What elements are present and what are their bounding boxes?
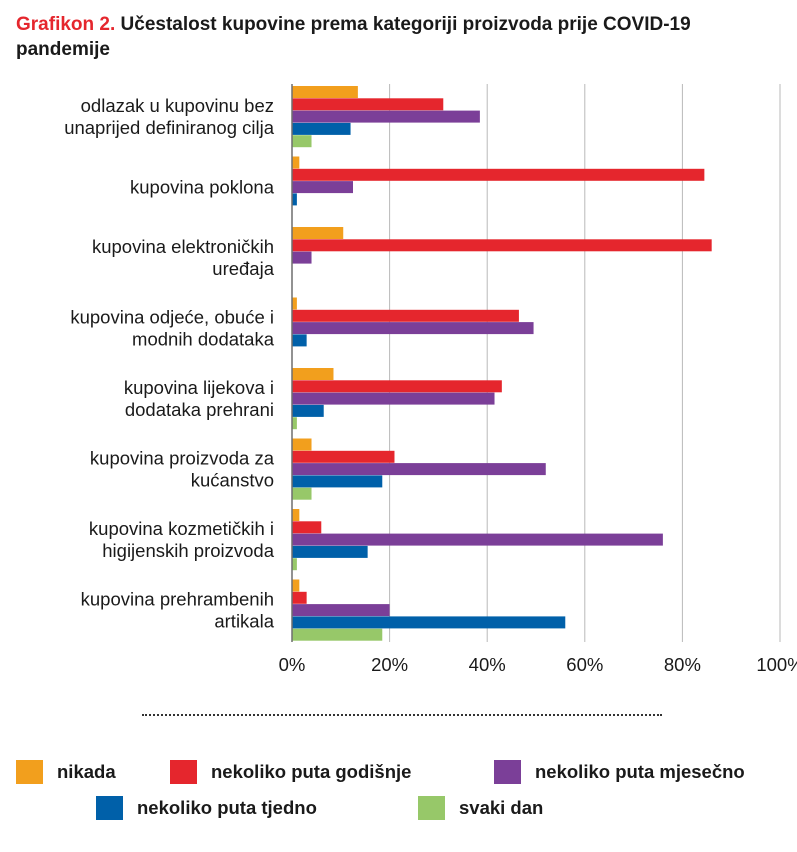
bar	[292, 239, 712, 252]
bar	[292, 521, 322, 534]
legend-divider	[142, 714, 662, 716]
legend-swatch	[494, 760, 521, 784]
legend-swatch	[96, 796, 123, 820]
chart-title-text: Učestalost kupovine prema kategoriji pro…	[16, 14, 691, 60]
bar	[292, 404, 324, 417]
category-label: dodataka prehrani	[125, 399, 274, 420]
category-label: kućanstvo	[191, 470, 274, 491]
bar	[292, 334, 307, 347]
bar	[292, 628, 383, 641]
bar	[292, 156, 300, 169]
legend-item: nikada	[16, 760, 116, 784]
bar	[292, 533, 663, 546]
category-label: kupovina elektroničkih	[92, 236, 274, 257]
bar	[292, 616, 566, 629]
bar	[292, 380, 502, 393]
bar	[292, 86, 358, 98]
bar	[292, 227, 344, 239]
bar	[292, 487, 312, 500]
legend-item: nekoliko puta tjedno	[96, 796, 317, 820]
bar	[292, 110, 480, 123]
category-label: higijenskih proizvoda	[102, 540, 274, 561]
chart-title-prefix: Grafikon 2.	[16, 14, 116, 35]
category-label: kupovina prehrambenih	[81, 589, 274, 610]
category-label: unaprijed definiranog cilja	[64, 117, 275, 138]
legend-swatch	[16, 760, 43, 784]
x-tick-label: 0%	[279, 654, 306, 675]
x-tick-label: 100%	[756, 654, 797, 675]
category-label: kupovina odjeće, obuće i	[70, 307, 274, 328]
bar	[292, 463, 546, 476]
bar	[292, 438, 312, 451]
x-tick-label: 80%	[664, 654, 701, 675]
bar	[292, 558, 297, 571]
bar	[292, 297, 297, 310]
legend-swatch	[418, 796, 445, 820]
category-label: kupovina kozmetičkih i	[89, 518, 274, 539]
bar	[292, 168, 705, 181]
bar	[292, 251, 312, 264]
bar	[292, 392, 495, 405]
x-tick-label: 40%	[469, 654, 506, 675]
legend-label: nikada	[57, 761, 116, 782]
legend-label: nekoliko puta mjesečno	[535, 761, 745, 782]
bar	[292, 193, 297, 206]
legend-label: svaki dan	[459, 797, 544, 818]
legend-item: nekoliko puta mjesečno	[494, 760, 745, 784]
legend-swatch	[170, 760, 197, 784]
bar	[292, 98, 444, 111]
legend-item: svaki dan	[418, 796, 543, 820]
bar	[292, 322, 534, 335]
x-tick-label: 20%	[371, 654, 408, 675]
bar	[292, 417, 297, 430]
category-label: odlazak u kupovinu bez	[81, 95, 274, 116]
legend-label: nekoliko puta godišnje	[211, 761, 412, 782]
bar	[292, 579, 300, 592]
bar	[292, 309, 519, 322]
category-label: kupovina poklona	[130, 177, 275, 198]
chart-title: Grafikon 2. Učestalost kupovine prema ka…	[16, 12, 776, 62]
bar	[292, 545, 368, 558]
bar	[292, 475, 383, 488]
x-tick-label: 60%	[566, 654, 603, 675]
bar	[292, 604, 390, 617]
legend-label: nekoliko puta tjedno	[137, 797, 317, 818]
legend-item: nekoliko puta godišnje	[170, 760, 411, 784]
bar	[292, 450, 395, 463]
bar	[292, 181, 353, 194]
bar	[292, 509, 300, 521]
category-label: kupovina lijekova i	[124, 377, 274, 398]
category-label: artikala	[214, 611, 274, 632]
category-label: modnih dodataka	[132, 329, 275, 350]
category-label: kupovina proizvoda za	[90, 448, 275, 469]
bar	[292, 122, 351, 135]
bar	[292, 591, 307, 604]
category-label: uređaja	[212, 258, 274, 279]
bar	[292, 135, 312, 148]
bar-chart: 0% 20% 40% 60% 80% 100% odlazak u kupovinu bez…	[64, 84, 797, 675]
bar	[292, 368, 334, 380]
